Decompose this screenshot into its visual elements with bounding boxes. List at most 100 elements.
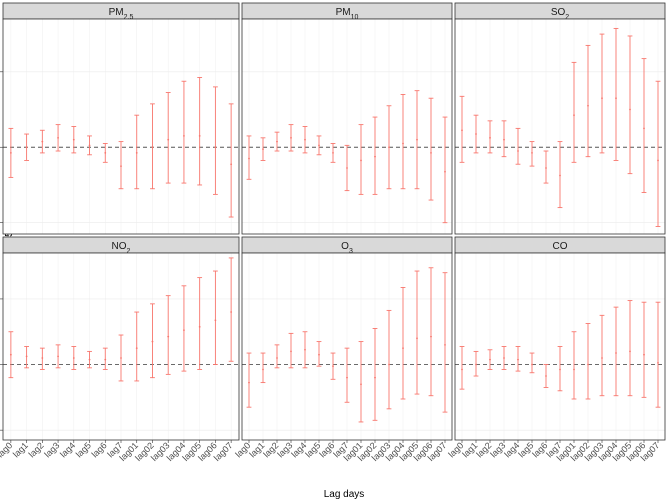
point-estimate xyxy=(374,376,376,379)
facet-strip-label: NO2 xyxy=(112,241,131,255)
point-estimate xyxy=(248,381,250,384)
error-bar-lag07 xyxy=(655,301,661,408)
error-bar-lag02 xyxy=(585,44,591,158)
error-bar-lag04 xyxy=(400,286,406,400)
point-estimate xyxy=(559,368,561,371)
point-estimate xyxy=(88,358,91,361)
point-estimate xyxy=(601,357,603,359)
point-estimate xyxy=(214,319,217,322)
error-bar-lag02 xyxy=(372,116,378,195)
error-bar-lag1 xyxy=(473,114,479,154)
panel-so2: SO2 xyxy=(454,2,666,235)
error-bar-lag1 xyxy=(260,352,266,384)
point-estimate xyxy=(559,174,561,177)
point-estimate xyxy=(545,375,547,377)
x-tick-label: lag6 xyxy=(90,440,109,459)
error-bar-lag6 xyxy=(102,143,108,163)
error-bar-lag05 xyxy=(414,270,420,395)
facet-strip-label: O3 xyxy=(341,241,353,255)
point-estimate xyxy=(198,325,201,328)
point-estimate xyxy=(304,348,306,351)
error-bar-lag3 xyxy=(288,332,294,369)
point-estimate xyxy=(416,337,418,340)
error-bar-lag1 xyxy=(260,137,266,161)
panel-pm2.5: PM2.50.81.01.2 xyxy=(0,2,240,235)
point-estimate xyxy=(135,152,138,154)
error-bar-lag06 xyxy=(213,270,218,365)
y-axis-title: RR (95%CI) xyxy=(4,209,15,263)
x-tick-label: lag07 xyxy=(212,440,235,463)
point-estimate xyxy=(503,357,505,359)
point-estimate xyxy=(360,159,362,162)
error-bar-lag06 xyxy=(428,267,434,397)
error-bar-lag03 xyxy=(599,314,605,397)
error-bar-lag05 xyxy=(627,35,633,175)
error-bar-lag3 xyxy=(288,124,294,152)
error-bar-lag05 xyxy=(627,300,633,397)
panel-o3: O3lag0lag1lag2lag3lag4lag5lag6lag7lag01l… xyxy=(233,236,453,463)
point-estimate xyxy=(503,138,505,141)
error-bar-lag3 xyxy=(501,346,507,370)
error-bar-lag5 xyxy=(529,352,535,374)
panel-no2: NO20.81.01.2lag0lag1lag2lag3lag4lag5lag6… xyxy=(0,236,240,463)
point-estimate xyxy=(461,368,463,371)
point-estimate xyxy=(167,335,170,338)
point-estimate xyxy=(183,329,185,331)
error-bar-lag0 xyxy=(8,331,14,379)
point-estimate xyxy=(388,363,390,366)
point-estimate xyxy=(489,136,491,139)
point-estimate xyxy=(531,363,533,366)
point-estimate xyxy=(41,357,44,359)
point-estimate xyxy=(517,150,519,152)
panel-border xyxy=(454,18,666,235)
error-bar-lag1 xyxy=(24,133,29,161)
error-bar-lag5 xyxy=(316,341,322,367)
error-bar-lag5 xyxy=(529,141,535,167)
error-bar-lag06 xyxy=(213,86,218,195)
point-estimate xyxy=(402,142,404,145)
point-estimate xyxy=(198,135,201,137)
point-estimate xyxy=(262,368,264,371)
x-axis-title: Lag days xyxy=(324,489,365,500)
error-bar-lag3 xyxy=(501,120,507,158)
error-bar-lag6 xyxy=(543,364,549,388)
point-estimate xyxy=(461,129,463,132)
panel-border xyxy=(241,18,453,235)
point-estimate xyxy=(57,136,59,139)
point-estimate xyxy=(120,165,122,168)
error-bar-lag6 xyxy=(102,347,108,370)
point-estimate xyxy=(167,138,170,141)
error-bar-lag07 xyxy=(228,103,234,218)
point-estimate xyxy=(629,350,631,353)
point-estimate xyxy=(430,335,432,338)
point-estimate xyxy=(402,347,404,350)
error-bar-lag06 xyxy=(641,58,647,193)
point-estimate xyxy=(290,136,292,139)
error-bar-lag02 xyxy=(150,103,155,190)
error-bar-lag06 xyxy=(641,301,647,398)
point-estimate xyxy=(531,152,533,154)
error-bar-lag7 xyxy=(557,141,563,209)
error-bar-lag03 xyxy=(165,92,171,184)
point-estimate xyxy=(318,353,320,356)
error-bar-lag6 xyxy=(330,143,336,163)
point-estimate xyxy=(88,144,91,147)
point-estimate xyxy=(657,159,659,162)
error-bar-lag02 xyxy=(150,303,155,379)
error-bar-lag01 xyxy=(358,341,364,423)
error-bar-lag5 xyxy=(87,135,92,156)
error-bar-lag5 xyxy=(316,135,322,156)
point-estimate xyxy=(41,140,44,143)
error-bar-lag01 xyxy=(571,61,577,163)
error-bar-lag07 xyxy=(442,116,448,224)
error-bar-lag1 xyxy=(473,350,479,377)
error-bar-lag6 xyxy=(543,150,549,184)
error-bar-lag2 xyxy=(274,344,280,369)
point-estimate xyxy=(360,383,362,386)
error-bar-lag2 xyxy=(39,129,45,154)
x-tick-label: lag5 xyxy=(74,440,93,459)
error-bar-lag01 xyxy=(571,331,577,400)
point-estimate xyxy=(475,363,477,366)
point-estimate xyxy=(489,358,491,361)
error-bar-lag3 xyxy=(55,344,61,369)
